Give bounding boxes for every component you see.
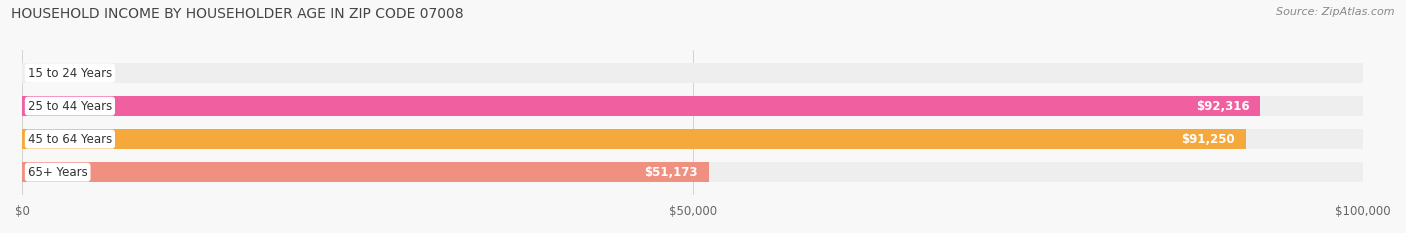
Text: $51,173: $51,173 [644, 166, 697, 179]
Bar [22, 63, 1364, 83]
Bar [22, 162, 1364, 182]
Text: $0: $0 [56, 67, 70, 80]
Text: HOUSEHOLD INCOME BY HOUSEHOLDER AGE IN ZIP CODE 07008: HOUSEHOLD INCOME BY HOUSEHOLDER AGE IN Z… [11, 7, 464, 21]
Bar [22, 129, 1364, 149]
Text: 25 to 44 Years: 25 to 44 Years [28, 99, 112, 113]
Bar [22, 96, 1364, 116]
Text: 45 to 64 Years: 45 to 64 Years [28, 133, 112, 146]
Text: $92,316: $92,316 [1197, 99, 1250, 113]
Bar [22, 162, 709, 182]
Text: 15 to 24 Years: 15 to 24 Years [28, 67, 112, 80]
Bar [22, 129, 1246, 149]
Text: $91,250: $91,250 [1181, 133, 1234, 146]
Text: 65+ Years: 65+ Years [28, 166, 87, 179]
Text: Source: ZipAtlas.com: Source: ZipAtlas.com [1277, 7, 1395, 17]
Bar [22, 96, 1260, 116]
